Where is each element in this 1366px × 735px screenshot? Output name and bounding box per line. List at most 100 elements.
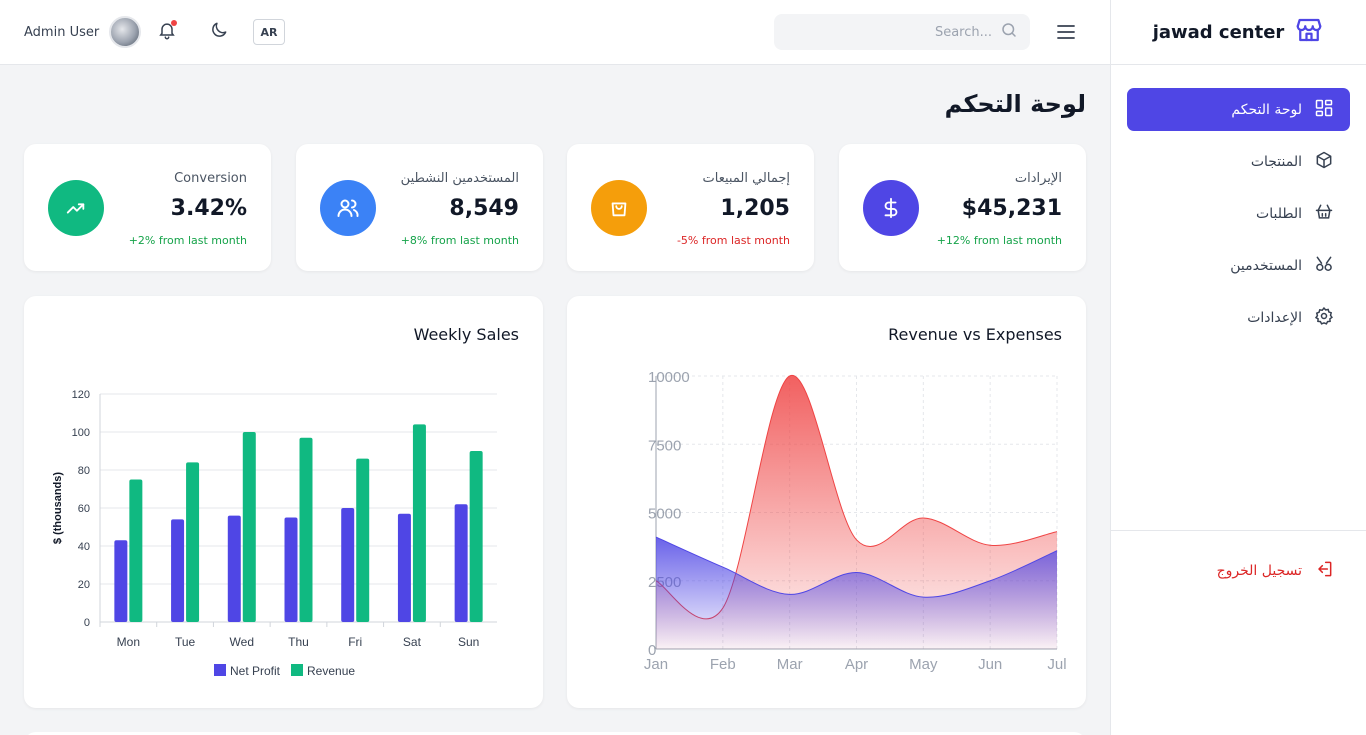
- bar-revenue: [242, 432, 256, 622]
- sidebar-item-label: الطلبات: [1256, 205, 1302, 222]
- stat-change: +12% from last month: [936, 234, 1062, 247]
- legend-label: Net Profit: [230, 664, 281, 678]
- x-tick-label: May: [909, 656, 938, 673]
- chart-title: Revenue vs Expenses: [888, 325, 1062, 344]
- bar-net-profit: [341, 508, 355, 622]
- sidebar-item-label: الإعدادات: [1247, 309, 1302, 326]
- bar-net-profit: [454, 504, 468, 622]
- x-tick-label: Mon: [117, 635, 140, 649]
- sidebar-item-orders[interactable]: الطلبات: [1127, 192, 1350, 235]
- dollar-icon: [863, 180, 919, 236]
- search-input[interactable]: [812, 24, 992, 40]
- logout-button[interactable]: تسجيل الخروج: [1127, 549, 1350, 592]
- chart-title: Weekly Sales: [413, 325, 519, 344]
- bar-net-profit: [227, 515, 241, 622]
- users-icon: [1314, 254, 1334, 278]
- bar-revenue: [129, 479, 143, 622]
- bar-net-profit: [114, 540, 128, 622]
- x-tick-label: Fri: [348, 635, 362, 649]
- user-name: Admin User: [24, 24, 100, 40]
- package-icon: [1314, 150, 1334, 174]
- hamburger-icon: [1054, 25, 1078, 48]
- sidebar: jawad center لوحة التحكم المنتجات الطلبا…: [1110, 0, 1366, 735]
- legend-swatch: [214, 664, 226, 676]
- y-axis-label: $ (thousands): [52, 472, 64, 544]
- bar-net-profit: [397, 513, 411, 622]
- weekly-sales-chart: 0 20 40 60 80 100 120 $ (thousands) Mon Tue Wed Thu…: [52, 389, 497, 678]
- x-tick-label: Jun: [978, 656, 1002, 673]
- sidebar-item-users[interactable]: المستخدمين: [1127, 244, 1350, 287]
- bar-revenue: [299, 437, 313, 622]
- stat-label: الإيرادات: [1014, 171, 1062, 186]
- weekly-sales-card: Weekly Sales 0 20 40 60 80 100 120 $ (thousands…: [24, 296, 543, 708]
- y-tick-label: 0: [84, 617, 90, 629]
- page-title: لوحة التحكم: [944, 90, 1086, 118]
- stat-value: 3.42%: [170, 196, 247, 221]
- revenue-expenses-chart: 025005000750010000JanFebMarAprMayJunJul: [644, 369, 1067, 673]
- stat-change: +8% from last month: [400, 234, 519, 247]
- sidebar-item-settings[interactable]: الإعدادات: [1127, 296, 1350, 339]
- search-icon: [1000, 21, 1018, 43]
- notifications-button[interactable]: [153, 18, 181, 46]
- area-line-series-2: [655, 536, 1058, 598]
- menu-toggle-button[interactable]: [1054, 20, 1078, 44]
- logout-label: تسجيل الخروج: [1216, 562, 1302, 579]
- y-tick-label: 120: [72, 389, 90, 401]
- x-tick-label: Jul: [1047, 656, 1066, 673]
- x-tick-label: Jan: [644, 656, 668, 673]
- stat-change: -5% from last month: [676, 234, 790, 247]
- sidebar-item-label: لوحة التحكم: [1231, 101, 1302, 118]
- x-tick-label: Wed: [230, 635, 254, 649]
- language-button[interactable]: AR: [253, 19, 285, 45]
- bell-icon: [157, 20, 177, 44]
- bar-revenue: [356, 458, 370, 622]
- x-tick-label: Thu: [288, 635, 309, 649]
- moon-icon: [209, 20, 229, 44]
- stat-card-users: المستخدمين النشطين 8,549 +8% from last m…: [296, 144, 543, 271]
- store-icon: [1294, 15, 1324, 49]
- notification-dot: [171, 20, 177, 26]
- revenue-expenses-card: Revenue vs Expenses 025005000750010000Ja…: [567, 296, 1086, 708]
- bar-revenue: [469, 451, 483, 622]
- theme-toggle-button[interactable]: [205, 18, 233, 46]
- search-box[interactable]: [774, 14, 1030, 50]
- brand-name: jawad center: [1152, 21, 1285, 43]
- sidebar-item-label: المنتجات: [1250, 153, 1302, 170]
- area-fill-series-1: [656, 375, 1057, 649]
- gear-icon: [1314, 306, 1334, 330]
- legend-label: Revenue: [307, 664, 355, 678]
- brand: jawad center: [1111, 0, 1366, 65]
- logout-icon: [1314, 559, 1334, 583]
- stat-value: $45,231: [961, 196, 1062, 221]
- user-menu[interactable]: Admin User: [24, 16, 142, 48]
- y-tick-label: 0: [648, 642, 656, 659]
- users-icon: [320, 180, 376, 236]
- x-tick-label: Sat: [403, 635, 422, 649]
- x-tick-label: Sun: [458, 635, 479, 649]
- stat-label: إجمالي المبيعات: [702, 171, 790, 186]
- stat-label: Conversion: [174, 171, 247, 186]
- y-tick-label: 100: [72, 427, 90, 439]
- y-tick-label: 10000: [648, 369, 690, 386]
- stat-card-sales: إجمالي المبيعات 1,205 -5% from last mont…: [567, 144, 814, 271]
- x-tick-label: Feb: [710, 656, 736, 673]
- bar-revenue: [412, 424, 426, 622]
- shopping-basket-icon: [1314, 202, 1334, 226]
- bottom-card: [24, 732, 1086, 735]
- top-header: Admin User AR: [0, 0, 1110, 65]
- avatar[interactable]: [109, 16, 142, 48]
- y-tick-label: 7500: [648, 437, 681, 454]
- x-tick-label: Mar: [777, 656, 803, 673]
- stat-change: +2% from last month: [128, 234, 247, 247]
- shopping-bag-icon: [591, 180, 647, 236]
- y-tick-label: 60: [78, 503, 90, 515]
- bar-net-profit: [171, 519, 185, 622]
- y-tick-label: 5000: [648, 506, 681, 523]
- y-tick-label: 20: [78, 579, 90, 591]
- area-fill-series-2: [656, 537, 1057, 649]
- sidebar-item-products[interactable]: المنتجات: [1127, 140, 1350, 183]
- stat-card-revenue: الإيرادات $45,231 +12% from last month: [839, 144, 1086, 271]
- y-tick-label: 40: [78, 541, 90, 553]
- sidebar-item-dashboard[interactable]: لوحة التحكم: [1127, 88, 1350, 131]
- dashboard-icon: [1314, 98, 1334, 122]
